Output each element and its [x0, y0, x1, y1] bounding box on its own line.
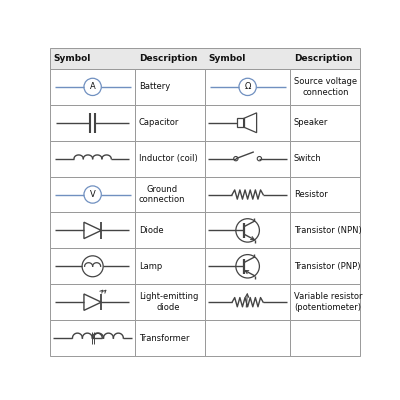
Bar	[50, 105, 135, 141]
Bar	[290, 212, 360, 248]
Text: Source voltage
connection: Source voltage connection	[294, 77, 357, 96]
Bar	[290, 105, 360, 141]
Text: Battery: Battery	[139, 82, 170, 91]
Bar	[290, 141, 360, 176]
Bar	[135, 284, 205, 320]
Text: Transistor (PNP): Transistor (PNP)	[294, 262, 360, 271]
Text: Ω: Ω	[244, 82, 251, 91]
Bar	[205, 69, 290, 105]
Text: Ground
connection: Ground connection	[139, 185, 186, 204]
Bar	[50, 48, 360, 69]
Bar	[50, 248, 135, 284]
Bar	[205, 176, 290, 212]
Bar	[290, 248, 360, 284]
Bar	[290, 320, 360, 356]
Text: Variable resistor
(potentiometer): Variable resistor (potentiometer)	[294, 292, 362, 312]
Text: Symbol: Symbol	[54, 54, 91, 63]
Bar	[290, 176, 360, 212]
Text: V: V	[90, 190, 96, 199]
Bar	[50, 320, 135, 356]
Bar	[205, 105, 290, 141]
Bar	[290, 69, 360, 105]
Text: Capacitor: Capacitor	[139, 118, 179, 127]
Bar	[135, 69, 205, 105]
Text: Diode: Diode	[139, 226, 164, 235]
Bar	[135, 212, 205, 248]
Text: Switch: Switch	[294, 154, 322, 163]
Bar	[290, 284, 360, 320]
Bar	[135, 176, 205, 212]
Text: Lamp: Lamp	[139, 262, 162, 271]
Bar	[205, 248, 290, 284]
Bar	[50, 69, 135, 105]
Bar	[205, 320, 290, 356]
Text: Transistor (NPN): Transistor (NPN)	[294, 226, 362, 235]
Bar	[135, 320, 205, 356]
Bar	[237, 118, 244, 127]
Text: Transformer: Transformer	[139, 334, 190, 342]
Text: Symbol: Symbol	[209, 54, 246, 63]
Bar	[50, 284, 135, 320]
Bar	[135, 105, 205, 141]
Text: Speaker: Speaker	[294, 118, 328, 127]
Bar	[205, 212, 290, 248]
Text: Description: Description	[139, 54, 198, 63]
Text: Description: Description	[294, 54, 352, 63]
Bar	[135, 248, 205, 284]
Text: A: A	[90, 82, 96, 91]
Bar	[135, 141, 205, 176]
Bar	[50, 141, 135, 176]
Text: Resistor: Resistor	[294, 190, 328, 199]
Bar	[50, 176, 135, 212]
Bar	[205, 284, 290, 320]
Bar	[50, 212, 135, 248]
Bar	[205, 141, 290, 176]
Text: Inductor (coil): Inductor (coil)	[139, 154, 198, 163]
Text: Light-emitting
diode: Light-emitting diode	[139, 292, 198, 312]
